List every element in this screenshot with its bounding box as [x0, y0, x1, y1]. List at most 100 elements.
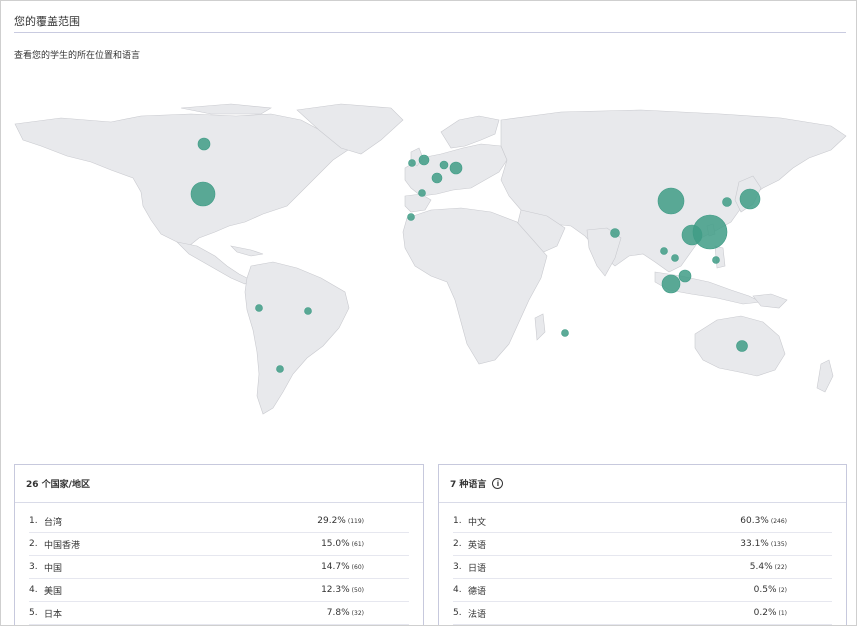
- south-america-land: [244, 261, 350, 415]
- bubble-uk: [408, 159, 416, 167]
- countries-card: 26 个国家/地区 1. 台湾 29.2% (119) 2. 中国香港 15.0…: [14, 464, 424, 625]
- list-item: 5. 日本 7.8% (32): [29, 602, 409, 625]
- list-item: 2. 中国香港 15.0% (61): [29, 533, 409, 556]
- new-zealand-land: [816, 359, 834, 393]
- bubble-philippines: [712, 256, 720, 264]
- rank-label: 5.: [453, 608, 462, 618]
- percent-value: 7.8%: [326, 608, 350, 618]
- africa-land: [402, 207, 548, 365]
- count-value: (119): [347, 517, 364, 525]
- north-america-land: [14, 113, 352, 247]
- percent-value: 60.3%: [740, 516, 769, 526]
- percent-value: 29.2%: [317, 516, 346, 526]
- list-item: 2. 英语 33.1% (135): [453, 533, 832, 556]
- rank-label: 4.: [29, 585, 38, 595]
- section-title: 您的覆盖范围: [14, 15, 80, 28]
- new-guinea-land: [752, 293, 788, 309]
- list-item: 1. 中文 60.3% (246): [453, 510, 832, 533]
- bubble-argentina: [276, 365, 284, 373]
- bubble-australia: [736, 340, 748, 352]
- arctic-islands-land: [180, 103, 272, 115]
- rank-label: 2.: [453, 539, 462, 549]
- count-value: (50): [351, 586, 364, 594]
- bubble-netherlands: [418, 154, 430, 166]
- student-location-bubbles: [190, 137, 761, 373]
- languages-heading: 7 种语言: [450, 480, 487, 490]
- rank-label: 3.: [29, 562, 38, 572]
- percent-value: 0.2%: [753, 608, 777, 618]
- languages-list: 1. 中文 60.3% (246) 2. 英语 33.1% (135) 3. 日…: [439, 503, 846, 625]
- bubble-canada: [197, 137, 211, 151]
- india-land: [586, 227, 622, 277]
- count-value: (2): [778, 586, 788, 594]
- languages-heading-row: 7 种语言 i: [439, 465, 846, 503]
- caribbean-land: [230, 245, 264, 257]
- count-value: (60): [351, 563, 364, 571]
- bubble-china: [657, 187, 685, 215]
- rank-label: 4.: [453, 585, 462, 595]
- rank-label: 1.: [29, 516, 38, 526]
- rank-label: 3.: [453, 562, 462, 572]
- count-value: (61): [351, 540, 364, 548]
- percent-value: 15.0%: [321, 539, 350, 549]
- language-name: 英语: [468, 540, 487, 551]
- world-map[interactable]: [1, 96, 857, 426]
- percent-value: 14.7%: [321, 562, 350, 572]
- title-divider: [14, 32, 846, 33]
- list-item: 4. 德语 0.5% (2): [453, 579, 832, 602]
- languages-card: 7 种语言 i 1. 中文 60.3% (246) 2. 英语 33.1% (1…: [438, 464, 847, 625]
- countries-heading: 26 个国家/地区: [15, 465, 423, 503]
- scandinavia-land: [440, 115, 500, 149]
- count-value: (1): [778, 609, 788, 617]
- list-item: 3. 日语 5.4% (22): [453, 556, 832, 579]
- bubble-mauritius: [561, 329, 569, 337]
- country-name: 台湾: [44, 517, 63, 528]
- bubble-singapore: [661, 274, 681, 294]
- bubble-united-states: [190, 181, 216, 207]
- bubble-korea: [722, 197, 732, 207]
- bubble-brazil: [304, 307, 312, 315]
- count-value: (32): [351, 609, 364, 617]
- section-subtitle: 查看您的学生的所在位置和语言: [14, 51, 141, 61]
- language-name: 法语: [468, 609, 487, 620]
- country-name: 中国: [44, 563, 63, 574]
- bubble-india: [610, 228, 620, 238]
- country-name: 日本: [44, 609, 63, 620]
- percent-value: 12.3%: [321, 585, 350, 595]
- bubble-morocco: [407, 213, 415, 221]
- info-icon[interactable]: i: [492, 478, 504, 489]
- bubble-poland: [449, 161, 463, 175]
- bubble-germany: [439, 160, 449, 170]
- rank-label: 2.: [29, 539, 38, 549]
- rank-label: 1.: [453, 516, 462, 526]
- countries-list: 1. 台湾 29.2% (119) 2. 中国香港 15.0% (61) 3. …: [15, 503, 423, 625]
- list-item: 3. 中国 14.7% (60): [29, 556, 409, 579]
- country-name: 中国香港: [44, 540, 81, 551]
- language-name: 中文: [468, 517, 487, 528]
- list-item: 4. 美国 12.3% (50): [29, 579, 409, 602]
- percent-value: 0.5%: [753, 585, 777, 595]
- language-name: 日语: [468, 563, 487, 574]
- percent-value: 5.4%: [749, 562, 773, 572]
- madagascar-land: [534, 313, 546, 341]
- bubble-thailand: [671, 254, 679, 262]
- bubble-japan: [739, 188, 761, 210]
- country-name: 美国: [44, 586, 63, 597]
- iberia-land: [404, 193, 432, 213]
- language-name: 德语: [468, 586, 487, 597]
- count-value: (135): [770, 540, 787, 548]
- land-masses: [14, 103, 847, 415]
- bubble-france: [431, 172, 443, 184]
- percent-value: 33.1%: [740, 539, 769, 549]
- list-item: 5. 法语 0.2% (1): [453, 602, 832, 625]
- count-value: (246): [770, 517, 787, 525]
- rank-label: 5.: [29, 608, 38, 618]
- list-item: 1. 台湾 29.2% (119): [29, 510, 409, 533]
- bubble-malaysia: [678, 269, 692, 283]
- greenland-land: [296, 103, 404, 155]
- bubble-vietnam: [660, 247, 668, 255]
- bubble-taiwan: [692, 214, 728, 250]
- bubble-spain: [418, 189, 426, 197]
- bubble-peru: [255, 304, 263, 312]
